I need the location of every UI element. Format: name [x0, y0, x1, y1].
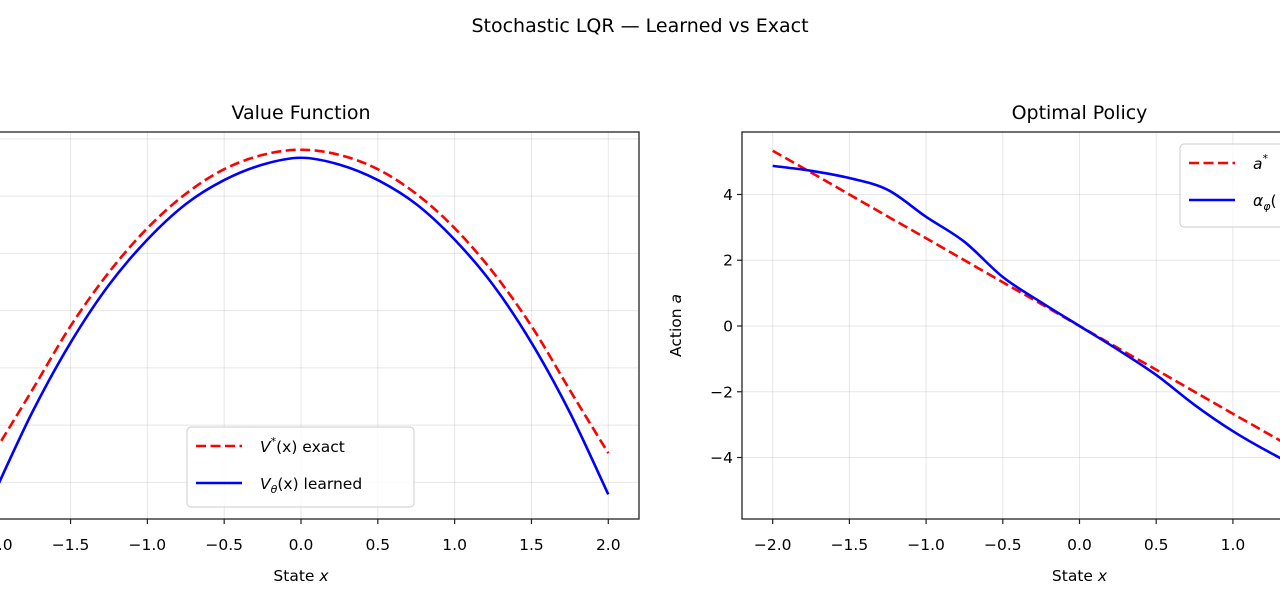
x-tick-label: −1.0 [129, 536, 167, 554]
legend-superscript: * [271, 435, 277, 448]
x-tick-label: −1.5 [52, 536, 90, 554]
y-tick-label: 0 [723, 317, 733, 335]
legend-label-exact: a* [1253, 152, 1269, 173]
x-tick-label: −0.5 [205, 536, 243, 554]
x-axis-label-var: x [1097, 567, 1108, 585]
legend-symbol: V [260, 475, 272, 493]
x-tick-label: 1.0 [442, 536, 467, 554]
optimal-policy-axes: −2.0−1.5−1.0−0.50.00.51.01.52.0420−2−4Op… [667, 102, 1280, 585]
axes-title: Value Function [231, 102, 370, 124]
x-tick-label: 1.5 [519, 536, 544, 554]
y-tick-label: −4 [710, 449, 733, 467]
y-ticks: 4 2 0 −2 −4 [710, 186, 742, 467]
legend-label-exact: V*(x) exact [260, 435, 345, 456]
legend: a* αφ( [1179, 143, 1280, 228]
axes-title: Optimal Policy [1012, 102, 1148, 124]
x-axis-label-var: x [318, 567, 329, 585]
y-axis-label: Action a [667, 294, 685, 357]
x-axis-label: State x [1052, 567, 1108, 585]
series-group [0, 148, 610, 495]
x-tick-label: −1.0 [907, 536, 945, 554]
x-tick-label: 0.5 [1144, 536, 1169, 554]
x-tick-label: 0.0 [289, 536, 314, 554]
legend-label-learned: Vθ(x) learned [260, 475, 362, 496]
x-ticks: −2.0 −1.5 −1.0 −0.5 0.0 0.5 1.0 1.5 2.0 [0, 519, 621, 554]
legend-symbol: α [1253, 192, 1263, 210]
x-tick-label: 1.0 [1221, 536, 1246, 554]
legend-frame [1179, 143, 1280, 228]
legend-superscript: * [1263, 152, 1269, 165]
legend-rest: (x) exact [276, 438, 345, 456]
x-tick-label: −2.0 [0, 536, 13, 554]
legend-rest: (x) learned [277, 475, 362, 493]
legend-rest: ( [1270, 192, 1276, 210]
legend-symbol: a [1253, 155, 1263, 173]
y-axis-label-text: Action [667, 304, 685, 357]
legend-frame [186, 426, 415, 508]
value-function-axes: −2.0 −1.5 −1.0 −0.5 0.0 0.5 1.0 1.5 2.0 Value Fun… [0, 102, 640, 585]
x-tick-label: 0.5 [365, 536, 390, 554]
x-tick-label: 0.0 [1067, 536, 1092, 554]
x-tick-label: −1.5 [831, 536, 869, 554]
grid [0, 132, 639, 519]
x-tick-label: 2.0 [596, 536, 621, 554]
legend-subscript: φ [1263, 200, 1271, 213]
legend-subscript: θ [271, 483, 278, 496]
exact-curve-value [0, 148, 610, 454]
y-tick-label: 2 [723, 252, 733, 270]
x-tick-label: −2.0 [754, 536, 792, 554]
x-axis-label: State x [273, 567, 329, 585]
y-axis-label-var: a [667, 294, 685, 304]
x-axis-label-text: State [273, 567, 319, 585]
legend-label-learned: αφ( [1253, 192, 1277, 213]
grid [742, 132, 1280, 519]
learned-curve-value [0, 156, 610, 495]
x-axis-label-text: State [1052, 567, 1098, 585]
learned-curve-policy [772, 164, 1280, 460]
x-ticks: −2.0−1.5−1.0−0.50.00.51.01.52.0 [754, 519, 1246, 554]
series-group [772, 149, 1280, 460]
x-tick-label: −0.5 [984, 536, 1022, 554]
figure-suptitle: Stochastic LQR — Learned vs Exact [471, 15, 808, 37]
y-tick-label: −2 [710, 383, 733, 401]
legend-symbol: V [260, 438, 272, 456]
y-tick-label: 4 [723, 186, 733, 204]
